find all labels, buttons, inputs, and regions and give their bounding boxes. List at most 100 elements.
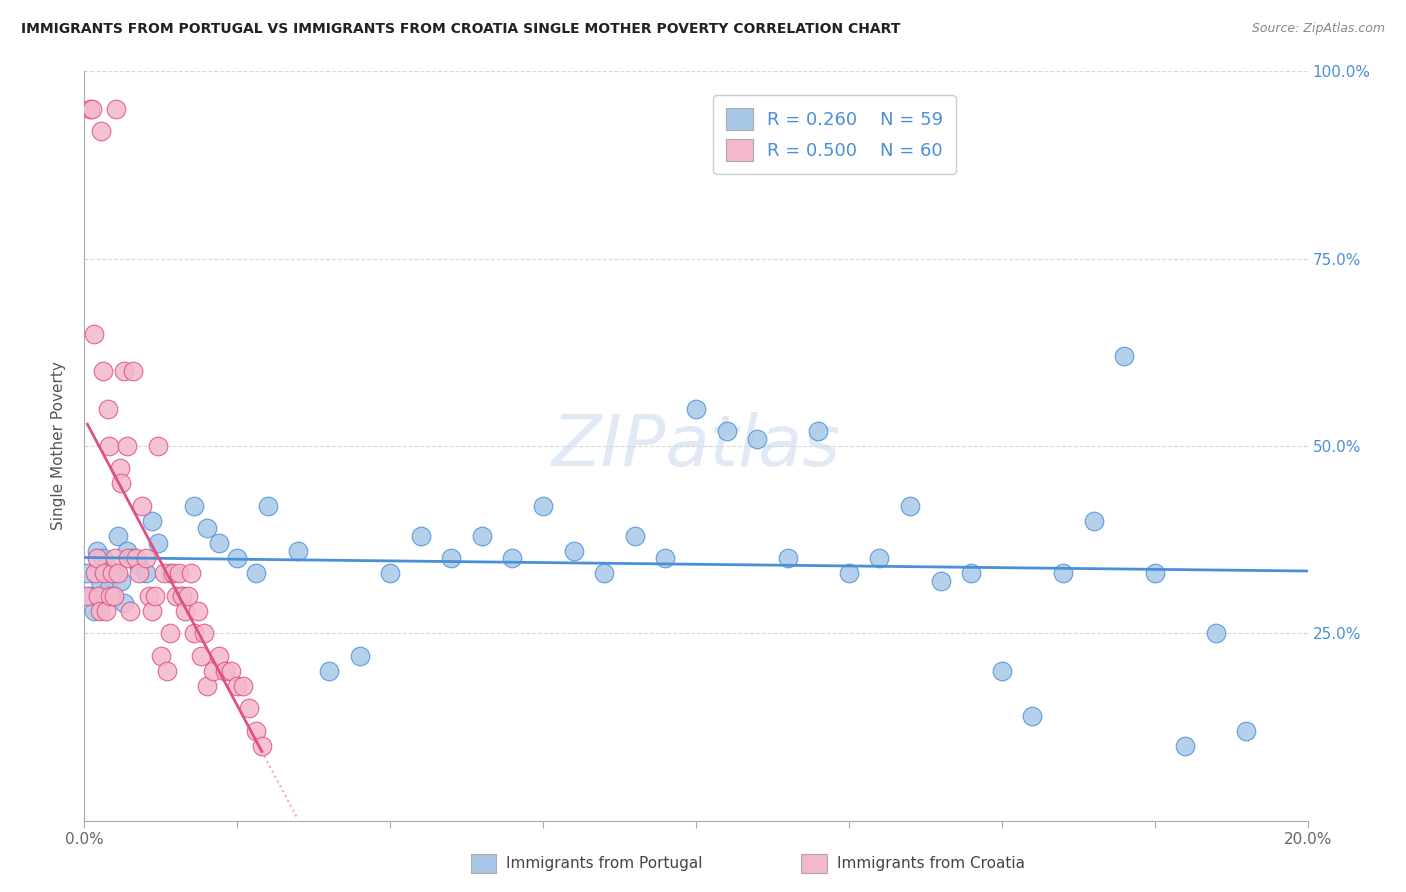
Point	[128, 566, 150, 581]
Point	[747, 432, 769, 446]
Point	[141, 604, 163, 618]
Point	[80, 102, 103, 116]
Point	[172, 589, 194, 603]
Point	[79, 102, 101, 116]
Point	[1114, 349, 1136, 363]
Point	[94, 558, 117, 573]
Point	[98, 589, 121, 603]
Point	[122, 551, 145, 566]
Y-axis label: Single Mother Poverty: Single Mother Poverty	[51, 361, 66, 531]
Point	[186, 604, 208, 618]
Point	[107, 566, 129, 581]
Point	[101, 589, 124, 603]
Point	[174, 604, 197, 618]
Point	[76, 566, 98, 581]
Point	[440, 551, 463, 566]
Point	[195, 521, 218, 535]
Point	[146, 439, 169, 453]
Point	[97, 582, 120, 596]
Point	[89, 574, 111, 588]
Point	[110, 574, 132, 588]
Point	[84, 566, 107, 581]
Point	[90, 124, 112, 138]
Point	[685, 401, 707, 416]
Point	[112, 596, 135, 610]
Point	[141, 514, 163, 528]
Point	[120, 604, 142, 618]
Point	[87, 589, 110, 603]
Point	[869, 551, 891, 566]
Point	[97, 439, 120, 453]
Point	[135, 551, 157, 566]
Point	[1083, 514, 1105, 528]
Point	[167, 566, 190, 581]
Point	[122, 364, 145, 378]
Point	[135, 566, 157, 581]
Point	[115, 439, 138, 453]
Text: Source: ZipAtlas.com: Source: ZipAtlas.com	[1251, 22, 1385, 36]
Point	[1205, 626, 1227, 640]
Point	[91, 364, 114, 378]
Point	[654, 551, 676, 566]
Text: ZIPatlas: ZIPatlas	[551, 411, 841, 481]
Point	[112, 364, 135, 378]
Point	[1021, 708, 1043, 723]
Point	[183, 499, 205, 513]
Point	[624, 529, 647, 543]
Text: Immigrants from Croatia: Immigrants from Croatia	[837, 856, 1025, 871]
Point	[960, 566, 983, 581]
Point	[83, 604, 105, 618]
Point	[380, 566, 402, 581]
Point	[138, 589, 160, 603]
Legend: R = 0.260    N = 59, R = 0.500    N = 60: R = 0.260 N = 59, R = 0.500 N = 60	[713, 95, 956, 174]
Point	[1174, 739, 1197, 753]
Point	[93, 566, 115, 581]
Point	[115, 544, 138, 558]
Point	[409, 529, 432, 543]
Point	[159, 566, 181, 581]
Point	[104, 566, 127, 581]
Point	[79, 589, 101, 603]
Point	[245, 566, 267, 581]
Point	[104, 551, 127, 566]
Point	[153, 566, 176, 581]
Point	[898, 499, 921, 513]
Point	[471, 529, 494, 543]
Point	[238, 701, 260, 715]
Point	[143, 589, 166, 603]
Point	[105, 102, 128, 116]
Point	[94, 604, 117, 618]
Point	[156, 664, 179, 678]
Point	[117, 551, 139, 566]
Point	[991, 664, 1014, 678]
Point	[131, 499, 153, 513]
Point	[1236, 723, 1258, 738]
Point	[86, 544, 108, 558]
Point	[193, 626, 215, 640]
Point	[86, 551, 108, 566]
Point	[776, 551, 799, 566]
Point	[226, 679, 249, 693]
Point	[807, 424, 830, 438]
Point	[107, 529, 129, 543]
Point	[208, 536, 231, 550]
Point	[838, 566, 860, 581]
Point	[101, 566, 124, 581]
Point	[162, 566, 184, 581]
Point	[83, 326, 105, 341]
Point	[89, 604, 111, 618]
Point	[287, 544, 309, 558]
Point	[159, 626, 181, 640]
Point	[214, 664, 236, 678]
Point	[128, 558, 150, 573]
Point	[183, 626, 205, 640]
Point	[208, 648, 231, 663]
Point	[502, 551, 524, 566]
Point	[250, 739, 273, 753]
Point	[318, 664, 340, 678]
Point	[76, 589, 98, 603]
Point	[245, 723, 267, 738]
Point	[195, 679, 218, 693]
Point	[219, 664, 242, 678]
Point	[180, 566, 202, 581]
